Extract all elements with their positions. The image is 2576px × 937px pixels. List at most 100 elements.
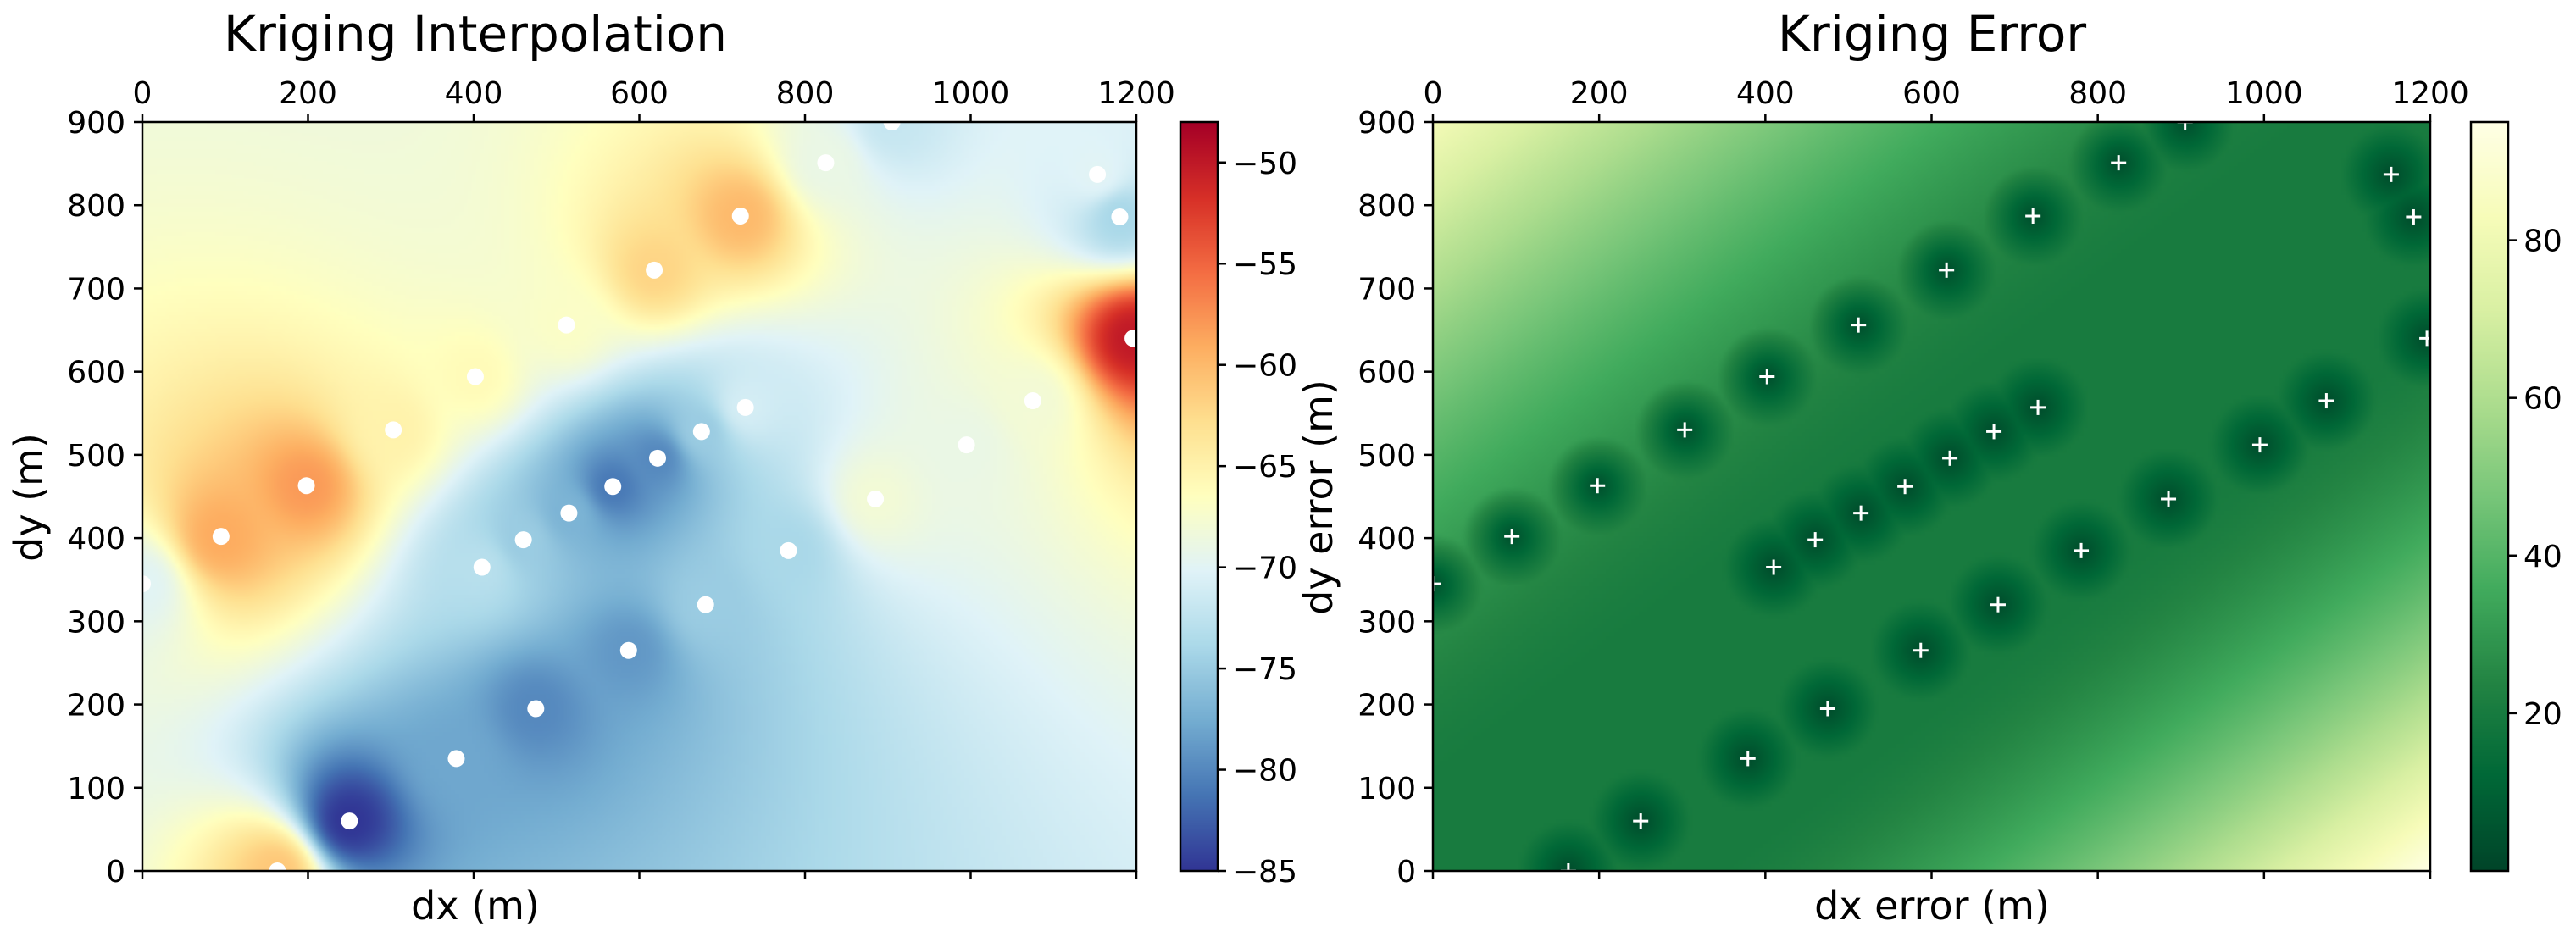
y-tick-label: 400	[1357, 522, 1416, 557]
x-axis-label: dx error (m)	[1814, 883, 2050, 929]
sample-point-14	[1913, 642, 1929, 658]
y-tick-label: 500	[1357, 439, 1416, 474]
x-tick-label: 1000	[2225, 76, 2303, 111]
y-tick-label: 100	[1357, 772, 1416, 807]
sample-point-6	[1740, 751, 1756, 767]
sample-point-7	[466, 368, 484, 385]
sample-point-16	[649, 449, 667, 467]
sample-point-6	[447, 750, 465, 768]
y-tick-label: 600	[1357, 356, 1416, 391]
sample-point-9	[1807, 532, 1824, 548]
y-tick-label: 900	[67, 106, 125, 141]
sample-point-23	[2161, 491, 2177, 507]
chart-title: Kriging Error	[1778, 5, 2086, 63]
colorbar-tick-label: 20	[2523, 697, 2562, 732]
sample-point-20	[2030, 399, 2046, 415]
sample-point-11	[558, 316, 575, 334]
y-tick-label: 800	[67, 189, 125, 224]
colorbar-tick-label: −80	[1233, 754, 1297, 789]
x-tick-label: 800	[776, 76, 835, 111]
kriging-error-panel: Kriging Error dx error (m) dy error (m) …	[1296, 5, 2562, 929]
x-tick-label: 1200	[2391, 76, 2469, 111]
colorbar-tick-label: −50	[1233, 147, 1297, 181]
sample-point-28	[2406, 208, 2422, 225]
y-tick-label: 200	[1357, 689, 1416, 724]
sample-point-13	[604, 478, 622, 496]
kriging-interpolation-panel: Kriging Interpolation dx (m) dy (m) 0 200…	[6, 5, 1297, 929]
y-tick-label: 300	[67, 605, 125, 640]
x-tick-label: 1200	[1097, 76, 1175, 111]
sample-point-27	[2383, 166, 2399, 182]
sample-point-8	[473, 558, 491, 576]
sample-point-4	[341, 812, 358, 830]
colorbar-frame	[1179, 120, 1219, 873]
x-tick-label: 400	[445, 76, 503, 111]
colorbar-tick-label: −55	[1233, 247, 1297, 282]
sample-point-22	[817, 154, 835, 172]
sample-point-26	[2318, 393, 2334, 409]
sample-point-23	[867, 490, 885, 507]
sample-point-29	[1124, 330, 1142, 347]
sample-point-27	[1089, 165, 1107, 183]
sample-point-13	[1897, 479, 1913, 495]
colorbar-tick-label: −70	[1233, 552, 1297, 586]
sample-point-10	[1819, 701, 1835, 717]
y-tick-label: 600	[67, 356, 125, 391]
colorbar-tick-label: −65	[1233, 450, 1297, 485]
sample-point-11	[1851, 317, 1867, 333]
y-tick-label: 0	[106, 855, 125, 890]
x-tick-label: 600	[1902, 76, 1961, 111]
sample-point-5	[1677, 422, 1693, 438]
sample-point-19	[2025, 208, 2041, 224]
colorbar-tick-label: 40	[2523, 540, 2562, 574]
y-tick-label: 500	[67, 439, 125, 474]
y-axis-label: dy error (m)	[1296, 380, 1341, 615]
sample-point-14	[619, 641, 637, 659]
sample-point-20	[736, 398, 754, 416]
heatmap-image	[1433, 122, 2430, 871]
sample-point-2	[297, 477, 315, 495]
sample-point-12	[1853, 505, 1869, 521]
y-axis-label: dy (m)	[6, 433, 52, 562]
x-tick-label: 600	[610, 76, 669, 111]
sample-point-25	[958, 436, 975, 454]
sample-point-1	[212, 528, 230, 546]
x-tick-label: 800	[2068, 76, 2127, 111]
y-tick-label: 800	[1357, 189, 1416, 224]
sample-point-29	[2419, 330, 2435, 347]
y-tick-label: 700	[1357, 272, 1416, 307]
sample-point-17	[692, 423, 710, 441]
colorbar	[2471, 122, 2508, 871]
y-tick-label: 700	[67, 272, 125, 307]
y-tick-label: 100	[67, 772, 125, 807]
x-axis-label: dx (m)	[411, 883, 540, 929]
sample-point-5	[385, 421, 402, 439]
sample-point-7	[1759, 369, 1775, 385]
colorbar-tick-label: 60	[2523, 382, 2562, 417]
sample-point-25	[2251, 437, 2268, 453]
colorbar-tick-label: 80	[2523, 225, 2562, 259]
sample-point-2	[1590, 478, 1606, 494]
y-tick-label: 400	[67, 522, 125, 557]
colorbar	[1180, 122, 1218, 871]
x-tick-label: 0	[1424, 76, 1443, 111]
sample-point-18	[1990, 596, 2006, 613]
sample-point-9	[514, 531, 532, 549]
sample-point-10	[527, 700, 545, 718]
sample-point-12	[560, 504, 578, 522]
sample-point-15	[1939, 262, 1955, 278]
x-tick-label: 1000	[932, 76, 1010, 111]
colorbar-frame	[2469, 120, 2510, 873]
sample-point-1	[1504, 529, 1520, 545]
y-tick-label: 300	[1357, 605, 1416, 640]
sample-point-8	[1766, 559, 1782, 575]
sample-point-28	[1111, 208, 1129, 225]
colorbar-tick-label: −60	[1233, 349, 1297, 384]
y-tick-label: 200	[67, 689, 125, 724]
y-tick-label: 900	[1357, 106, 1416, 141]
sample-point-4	[1633, 813, 1649, 829]
x-tick-label: 0	[133, 76, 153, 111]
sample-point-18	[697, 596, 714, 613]
heatmap-image	[142, 122, 1136, 871]
